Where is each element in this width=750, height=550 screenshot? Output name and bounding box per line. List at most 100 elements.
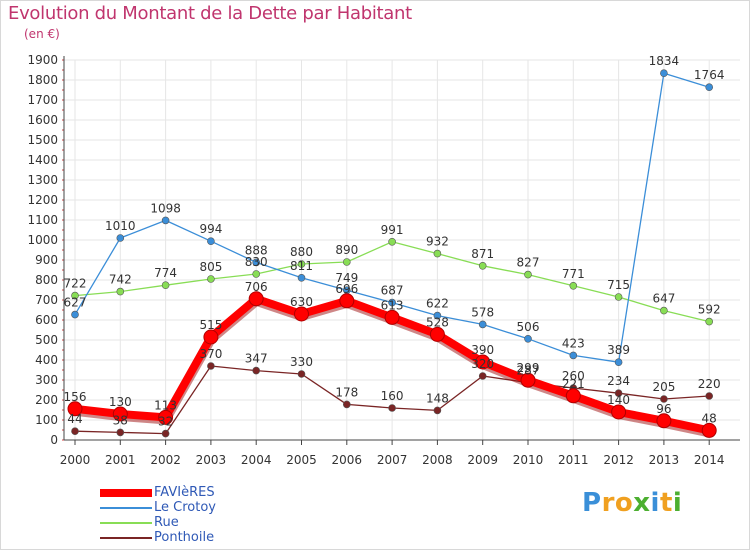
data-label: 287 xyxy=(517,364,540,378)
data-label: 592 xyxy=(698,303,721,317)
data-point xyxy=(207,237,215,245)
data-point xyxy=(248,291,264,307)
data-label: 32 xyxy=(158,415,173,429)
legend-swatch-favieres xyxy=(100,488,152,497)
data-point xyxy=(388,238,396,246)
data-point xyxy=(705,317,714,326)
legend-label-ponthoile: Ponthoile xyxy=(154,530,215,545)
y-tick-label: 0 xyxy=(50,433,58,447)
data-label: 627 xyxy=(64,296,87,310)
y-tick-label: 1200 xyxy=(27,193,58,207)
data-point xyxy=(433,249,442,258)
data-point xyxy=(342,400,351,409)
data-label: 932 xyxy=(426,235,449,249)
proxiti-logo: Proxiti xyxy=(582,488,682,518)
chart-title: Evolution du Montant de la Dette par Hab… xyxy=(8,3,412,24)
data-point xyxy=(116,234,125,242)
data-point xyxy=(478,372,487,380)
data-point xyxy=(342,258,351,266)
y-tick-label: 1100 xyxy=(27,213,58,227)
data-label: 578 xyxy=(471,305,494,319)
data-point xyxy=(656,413,672,429)
data-point xyxy=(475,354,491,370)
data-label: 299 xyxy=(517,361,540,375)
data-label: 130 xyxy=(109,395,132,409)
data-point xyxy=(478,320,487,329)
data-point xyxy=(614,389,623,398)
legend-item-favieres: FAVIèRES xyxy=(100,485,216,500)
data-point xyxy=(569,351,578,360)
y-tick-label: 200 xyxy=(35,393,58,407)
logo-letter: o xyxy=(614,488,634,518)
legend-swatch-ponthoile xyxy=(100,536,152,539)
data-label: 148 xyxy=(426,391,449,405)
data-label: 830 xyxy=(245,255,268,269)
x-tick-label: 2002 xyxy=(150,453,181,467)
y-tick-label: 700 xyxy=(35,293,58,307)
data-point xyxy=(297,273,306,282)
data-point xyxy=(203,329,219,345)
legend-label-rue: Rue xyxy=(154,515,179,530)
y-tick-label: 1300 xyxy=(27,173,58,187)
data-label: 871 xyxy=(471,247,494,261)
legend-swatch-rue xyxy=(100,521,152,524)
data-point xyxy=(158,409,174,425)
data-label: 390 xyxy=(471,343,494,357)
data-point xyxy=(433,406,442,415)
data-label: 1098 xyxy=(150,201,181,215)
data-label: 888 xyxy=(245,243,268,257)
data-point xyxy=(112,406,128,422)
legend: FAVIèRES Le Crotoy Rue Ponthoile xyxy=(100,485,216,545)
legend-item-rue: Rue xyxy=(100,515,216,530)
x-tick-label: 2010 xyxy=(513,453,544,467)
data-point xyxy=(388,298,396,307)
data-label: 515 xyxy=(199,318,222,332)
data-point xyxy=(161,281,170,290)
data-label: 630 xyxy=(290,295,313,309)
data-point xyxy=(569,281,578,290)
y-tick-label: 300 xyxy=(35,373,58,387)
data-label: 156 xyxy=(64,390,87,404)
data-point xyxy=(116,287,125,296)
legend-label-le-crotoy: Le Crotoy xyxy=(154,500,216,515)
data-point xyxy=(252,366,261,375)
data-point xyxy=(524,270,532,279)
data-label: 613 xyxy=(381,298,404,312)
data-point xyxy=(660,306,668,315)
data-label: 260 xyxy=(562,369,585,383)
data-label: 749 xyxy=(335,271,358,285)
data-label: 1834 xyxy=(649,54,680,68)
data-label: 44 xyxy=(67,412,82,426)
data-point xyxy=(339,293,355,309)
y-tick-label: 1700 xyxy=(27,93,58,107)
data-label: 991 xyxy=(381,223,404,237)
data-point xyxy=(520,372,536,388)
data-point xyxy=(701,422,717,438)
data-label: 890 xyxy=(335,243,358,257)
legend-item-ponthoile: Ponthoile xyxy=(100,530,216,545)
logo-letter: x xyxy=(633,488,651,518)
data-label: 715 xyxy=(607,278,630,292)
legend-item-le-crotoy: Le Crotoy xyxy=(100,500,216,515)
data-label: 370 xyxy=(199,347,222,361)
data-point xyxy=(252,270,261,278)
x-tick-label: 2011 xyxy=(558,453,589,467)
data-label: 234 xyxy=(607,374,630,388)
x-tick-label: 2000 xyxy=(60,453,91,467)
data-point xyxy=(252,258,261,267)
x-tick-label: 2009 xyxy=(467,453,498,467)
data-label: 722 xyxy=(64,277,87,291)
data-point xyxy=(524,334,532,343)
data-label: 827 xyxy=(517,256,540,270)
data-label: 687 xyxy=(381,284,404,298)
data-point xyxy=(705,392,714,400)
data-point xyxy=(660,69,668,77)
logo-letter: P xyxy=(582,488,602,518)
x-tick-label: 2013 xyxy=(649,453,680,467)
logo-letter: i xyxy=(672,488,683,518)
y-tick-label: 1800 xyxy=(27,73,58,87)
data-point xyxy=(433,311,442,320)
data-point xyxy=(429,326,445,342)
